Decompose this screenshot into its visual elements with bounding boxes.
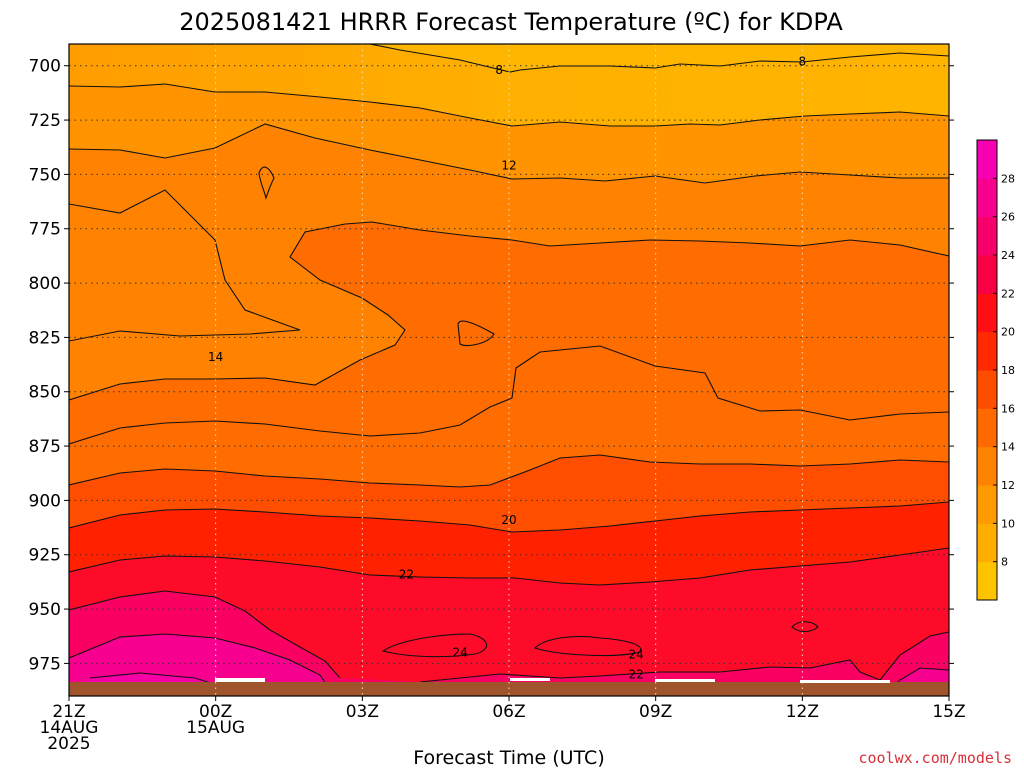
colorbar-cell [977, 523, 997, 563]
ground-gap [655, 679, 715, 682]
y-tick-label: 900 [29, 491, 61, 511]
x-tick-label: 12Z [786, 702, 819, 722]
isolated-24-right [533, 635, 642, 657]
colorbar-cell [977, 216, 997, 256]
isotherm-24 [69, 633, 331, 691]
contour-labels: 8 8 12 14 20 22 24 24 22 [208, 54, 807, 681]
x-axis-label: Forecast Time (UTC) [413, 747, 604, 768]
credit-link[interactable]: coolwx.com/models [858, 749, 1012, 767]
temperature-bands [69, 44, 949, 696]
y-tick-label: 700 [29, 57, 61, 77]
x-tick-label: 06Z [492, 702, 525, 722]
contour-label: 22 [628, 667, 643, 681]
y-tick-label: 775 [29, 220, 61, 240]
ground-gap [800, 680, 890, 683]
contour-label: 24 [452, 646, 467, 660]
y-tick-label: 750 [29, 165, 61, 185]
ground-gap [510, 678, 550, 681]
colorbar-cell [977, 331, 997, 371]
contour-label: 20 [501, 513, 516, 527]
band-8-10 [69, 44, 949, 72]
band-16-18 [69, 455, 949, 532]
x-tick-label: 09Z [639, 702, 672, 722]
y-tick-label: 850 [29, 383, 61, 403]
y-tick-label: 875 [29, 437, 61, 457]
contour-label: 12 [501, 159, 516, 173]
colorbar-cell [977, 446, 997, 486]
y-tick-label: 925 [29, 546, 61, 566]
contour-label: 14 [208, 350, 223, 364]
colorbar-tick-label: 14 [1001, 441, 1015, 454]
isotherm-13-upper [69, 189, 301, 342]
colorbar-tick-label: 16 [1001, 402, 1015, 415]
y-tick-label: 950 [29, 600, 61, 620]
colorbar-tick-label: 26 [1001, 211, 1015, 224]
x-tick-label: 14AUG [40, 718, 99, 738]
colorbar-tick-label: 24 [1001, 249, 1015, 262]
isolated-12-notch [258, 166, 275, 200]
ground-gap [215, 678, 265, 682]
x-tick-label: 15AUG [186, 718, 245, 738]
colorbar-cell [977, 178, 997, 218]
y-tick-label: 800 [29, 274, 61, 294]
isotherm-16 [69, 454, 949, 488]
colorbar-tick-label: 20 [1001, 326, 1015, 339]
contour-label: 8 [799, 54, 807, 68]
chart-title: 2025081421 HRRR Forecast Temperature (ºC… [179, 8, 843, 36]
colorbar-tick-label: 8 [1001, 556, 1008, 569]
isotherm-22 [69, 590, 341, 679]
isotherm-20 [69, 547, 949, 586]
colorbar: 8 10 12 14 16 18 20 22 24 26 28 [976, 139, 1015, 601]
x-tick-label: 2025 [47, 734, 90, 754]
isotherm-14 [69, 221, 949, 401]
x-tick-label: 21Z [52, 702, 85, 722]
colorbar-tick-label: 28 [1001, 172, 1015, 185]
band-18-20 [69, 502, 949, 585]
y-axis: 700 725 750 775 800 825 850 875 900 925 950 975 [29, 57, 954, 674]
isotherm-15 [69, 345, 949, 445]
isotherm-8 [369, 44, 949, 73]
colorbar-cell [977, 485, 997, 524]
grid-lines [69, 44, 949, 696]
colorbar-tick-label: 22 [1001, 287, 1015, 300]
colorbar-tick-label: 10 [1001, 517, 1015, 530]
isotherm-18 [69, 501, 949, 533]
isolated-14-blob [457, 320, 495, 347]
y-tick-label: 725 [29, 111, 61, 131]
isotherm-22-right [419, 631, 949, 683]
isotherm-10 [69, 83, 949, 127]
isolated-24-left [381, 633, 487, 658]
contour-label: 22 [399, 567, 414, 581]
x-tick-label: 15Z [932, 702, 965, 722]
colorbar-tick-label: 12 [1001, 479, 1015, 492]
band-14-16 [69, 222, 949, 487]
colorbar-cell [977, 140, 997, 179]
colorbar-cell [977, 293, 997, 333]
contour-label: 24 [628, 648, 643, 662]
isotherm-12 [69, 123, 949, 184]
contour-label: 8 [495, 63, 503, 77]
isotherm-lines [69, 44, 949, 691]
band-8-10-upper [69, 44, 949, 126]
isolated-20-ring [791, 621, 819, 633]
x-tick-label: 03Z [346, 702, 379, 722]
colorbar-cell [977, 255, 997, 294]
colorbar-tick-label: 18 [1001, 364, 1015, 377]
colorbar-cell [977, 561, 997, 601]
y-tick-label: 825 [29, 328, 61, 348]
colorbar-cell [977, 370, 997, 409]
colorbar-cell [977, 408, 997, 448]
x-tick-label: 00Z [199, 702, 232, 722]
y-tick-label: 975 [29, 654, 61, 674]
